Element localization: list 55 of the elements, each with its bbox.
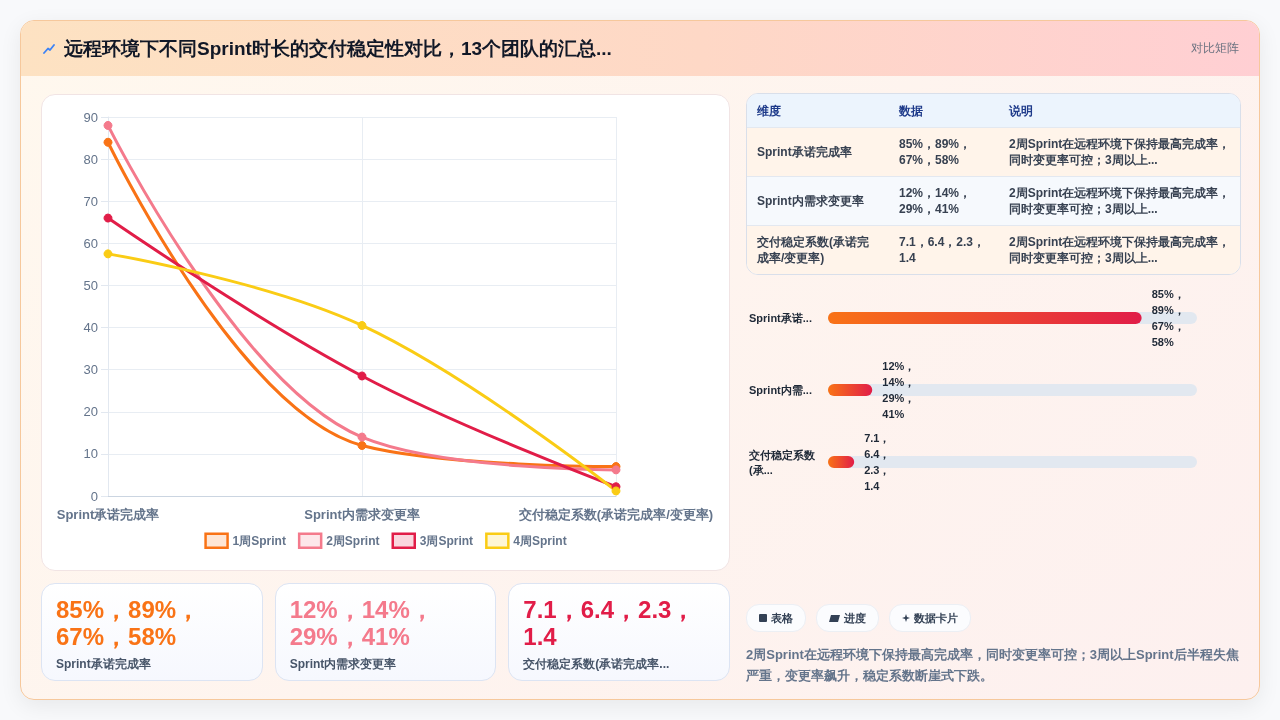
text: 85%，89%，67%，58% [899, 137, 972, 167]
legend-label: 3周Sprint [419, 533, 474, 548]
text: 对比矩阵 [1191, 40, 1239, 57]
y-tick-label: 70 [83, 193, 98, 209]
text: 2周Sprint在远程环境下保持最高完成率，同时变更率可控；3周以上... [1009, 186, 1231, 216]
text: Sprint承诺完成率 [757, 145, 852, 159]
text: 进度 [844, 610, 866, 626]
data-label: 12%，14%，29%，41% [882, 360, 916, 420]
y-tick-label: 60 [83, 235, 98, 251]
y-tick-label: Sprint内需... [749, 384, 812, 396]
text: 7.1，6.4，2.3，1.4 [899, 235, 986, 265]
text: 表格 [771, 610, 793, 626]
text: 7.1，6.4，2.3，1.4 [523, 596, 696, 650]
x-tick-label: 交付稳定系数(承诺完成率/变更率) [517, 507, 714, 522]
y-tick-label: 40 [83, 320, 98, 336]
y-tick-label: 交付稳定系数(承... [748, 448, 816, 476]
text: 12%，14%，29%，41% [289, 596, 434, 650]
text: 85%，89%，67%，58% [56, 596, 201, 650]
point [103, 137, 113, 147]
legend-label: 2周Sprint [326, 533, 380, 548]
y-tick-label: 50 [83, 277, 98, 293]
x-tick-label: Sprint承诺完成率 [56, 507, 160, 522]
y-tick-label: 80 [83, 151, 98, 167]
y-tick-label: 90 [83, 109, 98, 125]
text: 远程环境下不同Sprint时长的交付稳定性对比，13个团队的汇总... [64, 36, 612, 61]
text: Sprint承诺完成率 [56, 657, 151, 671]
text: 12%，14%，29%，41% [899, 186, 972, 216]
point [357, 320, 367, 330]
point [103, 213, 113, 223]
text: 说明 [1009, 103, 1033, 118]
legend-label: 4周Sprint [513, 533, 567, 548]
text: 交付稳定系数(承诺完成率... [523, 657, 670, 671]
text: 维度 [757, 103, 781, 118]
text: Sprint内需求变更率 [289, 657, 397, 671]
y-tick-label: 30 [83, 362, 98, 378]
text: 数据 [899, 103, 923, 118]
y-tick-label: Sprint承诺... [749, 312, 812, 324]
point [357, 432, 367, 442]
text: Sprint内需求变更率 [757, 194, 864, 208]
legend-label: 1周Sprint [232, 533, 286, 548]
point [103, 249, 113, 259]
text: 数据卡片 [914, 610, 958, 626]
data-label: 85%，89%，67%，58% [1151, 288, 1185, 348]
text: 2周Sprint在远程环境下保持最高完成率，同时变更率可控；3周以上... [1009, 137, 1231, 167]
x-tick-label: Sprint内需求变更率 [304, 507, 420, 522]
y-tick-label: 0 [90, 488, 98, 504]
text: 交付稳定系数(承诺完成率/变更率) [757, 235, 869, 265]
y-tick-label: 20 [83, 404, 98, 420]
text: 2周Sprint在远程环境下保持最高完成率，同时变更率可控；3周以上... [1009, 235, 1231, 265]
data-label: 7.1，6.4，2.3，1.4 [864, 432, 891, 492]
text: 2周Sprint在远程环境下保持最高完成率，同时变更率可控；3周以上Sprint后半程失焦严重，变更率飙升，稳定系数断崖式下跌。 [746, 647, 1239, 683]
point [357, 371, 367, 381]
y-tick-label: 10 [83, 446, 98, 462]
point [611, 486, 621, 496]
point [357, 440, 367, 450]
